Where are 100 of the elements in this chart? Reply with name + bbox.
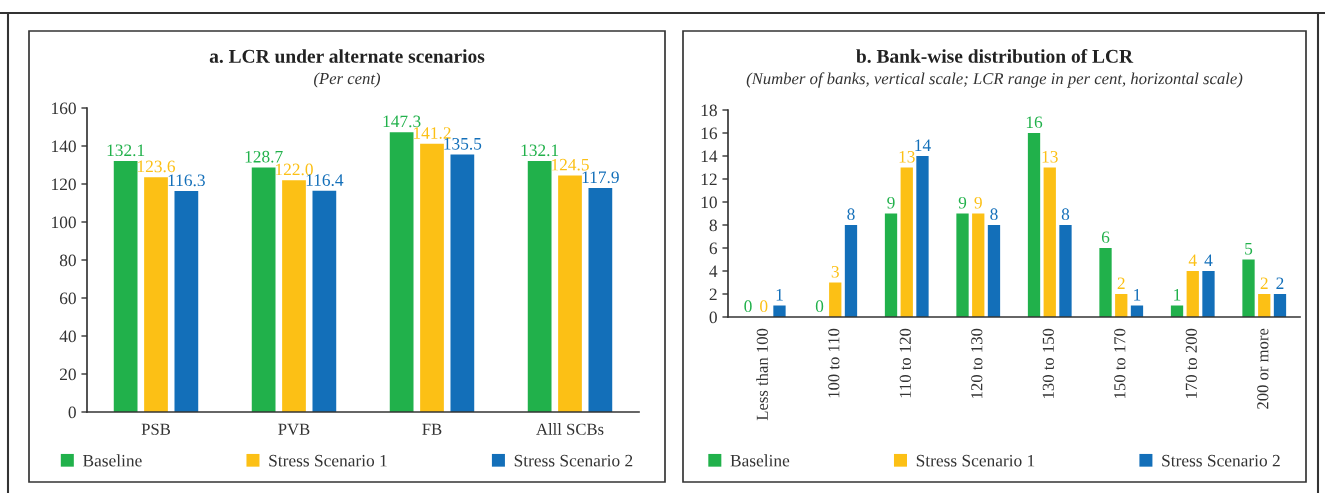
y-tick-label: 0 [709, 311, 717, 324]
y-tick-label: 160 [52, 102, 76, 115]
data-label: 9 [974, 196, 982, 209]
data-label: 0 [760, 300, 768, 313]
y-tick-label: 12 [701, 173, 717, 186]
bar [844, 225, 858, 317]
data-label: 132.1 [521, 144, 559, 157]
y-tick-label: 14 [701, 150, 718, 163]
bar [1258, 294, 1271, 317]
x-tick-label: 110 to 120 [899, 328, 911, 398]
data-label: 117.9 [582, 171, 619, 184]
bar [527, 161, 552, 412]
data-label: 16 [1026, 116, 1043, 129]
chart-subtitle: (Per cent) [314, 72, 381, 88]
data-label: 123.6 [138, 160, 176, 173]
data-label: 1 [1174, 288, 1181, 301]
data-label: 9 [887, 196, 895, 209]
data-label: 1 [1134, 288, 1141, 301]
y-tick-label: 8 [709, 219, 717, 232]
data-label: 2 [1117, 277, 1125, 289]
y-tick-label: 20 [59, 368, 76, 381]
bar [558, 175, 582, 412]
data-label: 124.5 [552, 158, 589, 171]
x-tick-label: 170 to 200 [1185, 328, 1197, 398]
y-tick-label: 2 [709, 288, 717, 301]
y-tick-label: 80 [59, 254, 76, 267]
bar [773, 305, 786, 317]
y-tick-label: 0 [68, 406, 76, 419]
data-label: 1 [776, 288, 783, 301]
x-tick-label: PVB [278, 423, 310, 435]
data-label: 141.2 [414, 127, 451, 139]
bar [972, 213, 985, 317]
x-tick-label: 150 to 170 [1114, 328, 1126, 398]
data-label: 6 [1101, 231, 1110, 244]
y-tick-label: 10 [701, 196, 717, 209]
x-tick-label: 100 to 110 [828, 328, 840, 398]
bar [588, 187, 613, 412]
data-label: 8 [990, 208, 998, 221]
data-label: 128.7 [245, 150, 283, 163]
x-tick-label: Less than 100 [756, 328, 768, 421]
bar [174, 191, 199, 412]
data-label: 4 [1188, 254, 1197, 266]
x-tick-label: 200 or more [1257, 328, 1269, 409]
legend-label: Stress Scenario 1 [916, 454, 1035, 467]
bar [282, 180, 306, 412]
chart-title: b. Bank-wise distribution of LCR [856, 48, 1134, 63]
x-tick-label: 130 to 150 [1042, 328, 1054, 398]
bar [312, 190, 337, 412]
chart-title: a. LCR under alternate scenarios [209, 49, 485, 63]
data-label: 13 [1042, 150, 1058, 163]
y-tick-label: 40 [59, 330, 76, 343]
bar [900, 167, 913, 317]
x-tick-label: PSB [141, 423, 171, 435]
data-label: 116.3 [168, 174, 205, 187]
bar [113, 161, 138, 412]
bar [1099, 248, 1112, 317]
data-label: 13 [899, 150, 915, 163]
bar [956, 213, 969, 317]
y-tick-label: 60 [59, 292, 76, 305]
y-tick-label: 4 [709, 265, 718, 278]
bar [1027, 133, 1041, 317]
legend-label: Baseline [730, 454, 790, 467]
data-label: 8 [1061, 208, 1070, 221]
y-tick-label: 140 [52, 140, 76, 153]
data-label: 0 [815, 300, 824, 313]
data-label: 3 [831, 265, 839, 278]
bar [987, 225, 1001, 317]
bar [420, 143, 444, 412]
y-tick-label: 6 [709, 242, 718, 255]
data-label: 116.4 [306, 174, 344, 186]
bar [251, 167, 276, 412]
data-label: 5 [1245, 243, 1253, 255]
bar [1043, 167, 1056, 317]
bar [1186, 271, 1199, 317]
data-label: 135.5 [444, 137, 482, 150]
data-label: 2 [1276, 277, 1284, 289]
bar [1242, 259, 1255, 317]
bar [829, 282, 842, 317]
bar [1273, 294, 1287, 317]
legend-label: Stress Scenario 2 [514, 454, 633, 467]
legend-label: Baseline [83, 454, 142, 467]
data-label: 9 [958, 196, 967, 209]
data-label: 132.1 [107, 144, 145, 157]
data-label: 2 [1260, 277, 1268, 289]
bar [389, 132, 414, 412]
y-tick-label: 18 [701, 104, 717, 117]
data-label: 147.3 [383, 115, 421, 128]
bar [450, 154, 475, 412]
y-tick-label: 120 [52, 178, 76, 191]
x-tick-label: 120 to 130 [971, 328, 983, 398]
data-label: 4 [1204, 254, 1213, 266]
bar [1059, 225, 1072, 317]
data-label: 8 [847, 208, 855, 221]
y-tick-label: 16 [701, 127, 718, 140]
legend-label: Stress Scenario 1 [269, 454, 387, 467]
bar [916, 156, 929, 317]
data-label: 14 [915, 139, 931, 151]
bar [884, 213, 898, 317]
bar [1202, 271, 1215, 317]
y-tick-label: 100 [52, 216, 76, 229]
